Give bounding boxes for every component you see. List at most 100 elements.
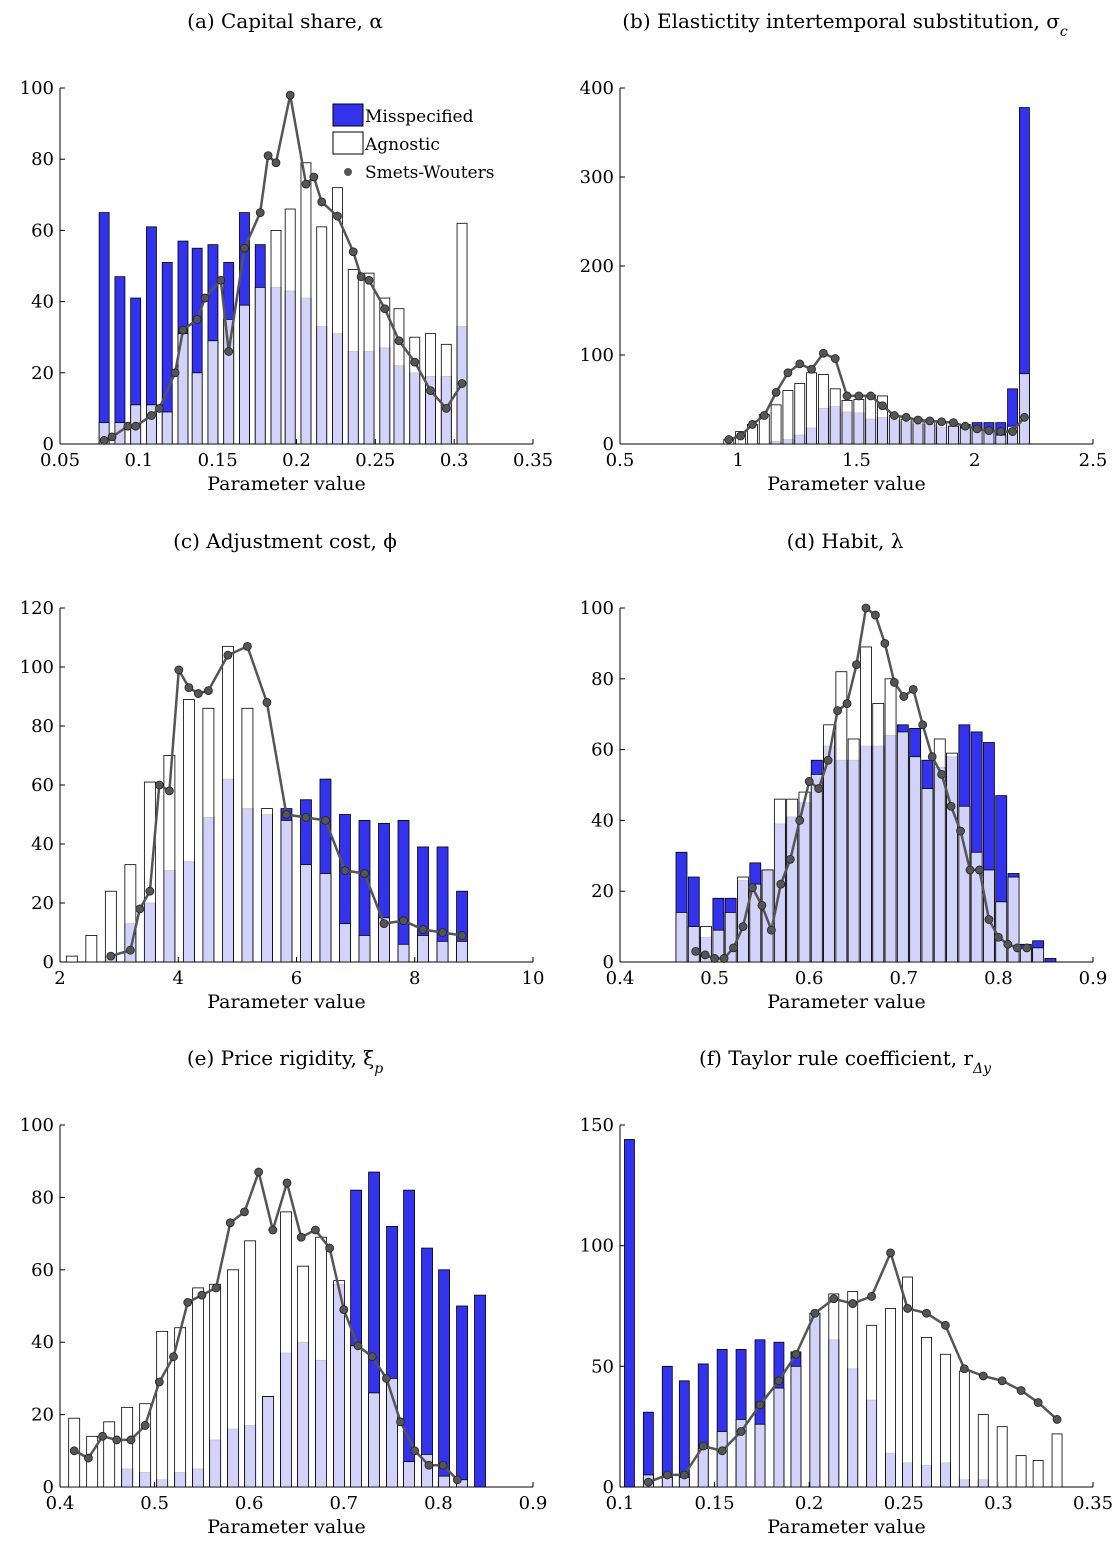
point-smets-wouters	[719, 954, 729, 963]
bar-agnostic	[773, 1387, 785, 1488]
point-smets-wouters	[424, 1460, 434, 1470]
bar-agnostic	[1032, 1460, 1044, 1488]
point-smets-wouters	[321, 816, 330, 825]
point-smets-wouters	[441, 403, 451, 413]
bar-agnostic	[829, 388, 841, 445]
y-tick-label: 0	[603, 952, 614, 973]
point-smets-wouters	[848, 1299, 858, 1308]
x-tick-label: 0.25	[884, 1493, 924, 1514]
bar-agnostic	[438, 1475, 450, 1488]
bar-agnostic	[1032, 947, 1045, 963]
y-tick-label: 20	[31, 363, 54, 384]
point-smets-wouters	[994, 932, 1003, 942]
bar-agnostic	[393, 308, 405, 445]
y-tick-label: 100	[580, 598, 614, 619]
bar-agnostic	[896, 731, 909, 963]
point-smets-wouters	[975, 865, 984, 875]
y-tick-label: 0	[43, 952, 54, 973]
bar-agnostic	[996, 1426, 1008, 1488]
point-smets-wouters	[262, 698, 272, 707]
point-smets-wouters	[438, 1460, 448, 1470]
bar-misspecified	[474, 1294, 486, 1488]
bar-agnostic	[810, 773, 823, 963]
point-smets-wouters	[282, 810, 291, 819]
bar-agnostic	[191, 372, 203, 445]
point-smets-wouters	[410, 357, 420, 367]
bar-misspecified	[456, 1305, 468, 1488]
point-smets-wouters	[353, 1341, 363, 1351]
point-smets-wouters	[748, 883, 757, 893]
bar-agnostic	[456, 940, 468, 963]
point-smets-wouters	[795, 359, 805, 369]
bar-agnostic	[440, 343, 452, 445]
bar-agnostic	[847, 738, 860, 963]
bar-misspecified	[624, 1139, 635, 1488]
x-tick-label: 1	[733, 450, 744, 471]
point-smets-wouters	[340, 866, 350, 875]
x-tick-label: 0.5	[140, 1493, 169, 1514]
x-axis-label: Parameter value	[207, 991, 366, 1013]
y-tick-label: 80	[31, 716, 54, 737]
bar-agnostic	[700, 926, 712, 963]
bar-agnostic	[202, 707, 215, 963]
point-smets-wouters	[679, 1470, 689, 1480]
point-smets-wouters	[643, 1477, 653, 1487]
point-smets-wouters	[785, 854, 795, 864]
point-smets-wouters	[399, 916, 408, 926]
point-smets-wouters	[240, 1207, 249, 1217]
x-tick-label: 0.5	[606, 450, 635, 471]
point-smets-wouters	[131, 421, 141, 431]
x-axis-label: Parameter value	[207, 473, 366, 495]
bar-agnostic	[841, 399, 853, 445]
bar-agnostic	[284, 208, 296, 445]
bar-agnostic	[379, 297, 391, 445]
bar-agnostic	[902, 1276, 913, 1488]
bar-agnostic	[865, 394, 877, 445]
y-tick-label: 100	[580, 345, 614, 366]
bar-agnostic	[244, 1240, 257, 1488]
point-smets-wouters	[776, 879, 786, 889]
y-tick-label: 80	[31, 149, 54, 170]
point-smets-wouters	[1016, 1386, 1026, 1395]
x-tick-label: 2.5	[1079, 450, 1108, 471]
x-tick-label: 0.8	[424, 1493, 453, 1514]
y-tick-label: 300	[580, 167, 614, 188]
bar-agnostic	[1019, 373, 1030, 445]
bar-agnostic	[817, 374, 829, 445]
point-smets-wouters	[925, 416, 935, 426]
x-tick-label: 0.2	[282, 450, 311, 471]
bar-agnostic	[124, 864, 137, 963]
x-tick-label: 0.9	[1079, 968, 1108, 989]
bar-agnostic	[675, 912, 688, 963]
bar-misspecified	[438, 1269, 450, 1488]
y-tick-label: 40	[31, 1332, 54, 1353]
point-smets-wouters	[216, 275, 226, 285]
point-smets-wouters	[698, 1441, 708, 1451]
x-axis-label: Parameter value	[767, 991, 926, 1013]
bar-agnostic	[222, 645, 234, 963]
point-smets-wouters	[183, 1297, 193, 1307]
chart-title-subscript: Δy	[972, 1061, 992, 1077]
y-tick-label: 0	[43, 1477, 54, 1498]
point-smets-wouters	[823, 755, 833, 765]
bar-agnostic	[143, 781, 156, 963]
point-smets-wouters	[1012, 943, 1022, 953]
x-tick-label: 8	[409, 968, 420, 989]
bar-misspecified	[114, 276, 126, 445]
point-smets-wouters	[193, 689, 203, 698]
point-smets-wouters	[356, 272, 366, 282]
point-smets-wouters	[98, 1431, 107, 1441]
x-tick-label: 10	[522, 968, 545, 989]
bar-agnostic	[139, 1403, 152, 1488]
point-smets-wouters	[457, 379, 467, 388]
bar-agnostic	[885, 1308, 896, 1488]
point-smets-wouters	[140, 1421, 150, 1430]
bar-agnostic	[297, 1265, 310, 1488]
bar-agnostic	[737, 876, 749, 963]
chart-title: (c) Adjustment cost, ϕ	[173, 529, 397, 553]
bar-agnostic	[921, 1336, 932, 1488]
bar-agnostic	[921, 788, 934, 963]
bar-agnostic	[363, 272, 375, 445]
y-tick-label: 80	[591, 669, 614, 690]
